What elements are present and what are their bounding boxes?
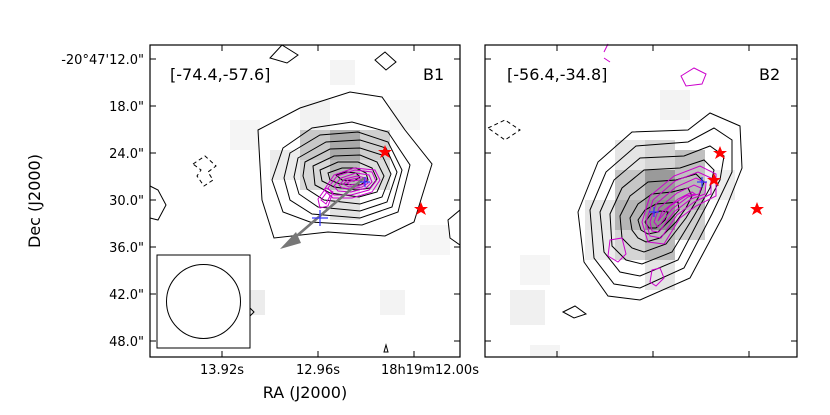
panel-b2-frame [484,44,798,358]
x-tick-labels: 13.92s 12.96s 18h19m12.00s [200,363,479,378]
y-axis-title: Dec (J2000) [25,154,44,248]
panel-b2-background-map [485,45,797,357]
panel-b1-red-stars [378,145,428,215]
panel-b2-blue-crosses [649,177,707,217]
x-tick-label: 13.92s [200,363,244,378]
x-tick-label: 18h19m12.00s [381,363,479,378]
panel-b2-magenta-contours [603,43,717,287]
panel-b1-frame [149,44,461,358]
red-star-marker [713,146,727,159]
red-star-marker [414,202,428,215]
panel-b1-ticks [150,45,460,357]
panel-b2: [-56.4,-34.8] B2 [484,43,798,358]
panel-b2-label: B2 [759,65,780,84]
panel-b1-velocity-label: [-74.4,-57.6] [170,65,270,84]
panel-b1-blue-crosses [312,177,370,226]
y-tick-label: 42.0" [109,288,144,303]
y-tick-label: 18.0" [109,100,144,115]
panel-b2-velocity-label: [-56.4,-34.8] [507,65,607,84]
y-tick-label: -20°47'12.0" [61,53,144,68]
panel-b1: [-74.4,-57.6] B1 [149,44,461,358]
y-tick-label: 24.0" [109,147,144,162]
red-star-marker [378,145,392,158]
panel-b1-label: B1 [423,65,444,84]
panel-b1-black-contours [149,44,461,353]
panel-b1-beam-box [156,254,251,349]
y-tick-labels: -20°47'12.0" 18.0" 24.0" 30.0" 36.0" 42.… [61,53,144,350]
y-tick-label: 48.0" [109,335,144,350]
red-star-marker [707,173,721,186]
red-star-marker [750,202,764,215]
panel-b2-red-stars [707,146,764,215]
panel-b1-outflow-arrow [280,177,365,249]
x-axis-title: RA (J2000) [263,383,347,402]
panel-b2-ticks [485,45,797,357]
y-tick-label: 36.0" [109,241,144,256]
y-tick-label: 30.0" [109,194,144,209]
x-tick-label: 12.96s [296,363,340,378]
